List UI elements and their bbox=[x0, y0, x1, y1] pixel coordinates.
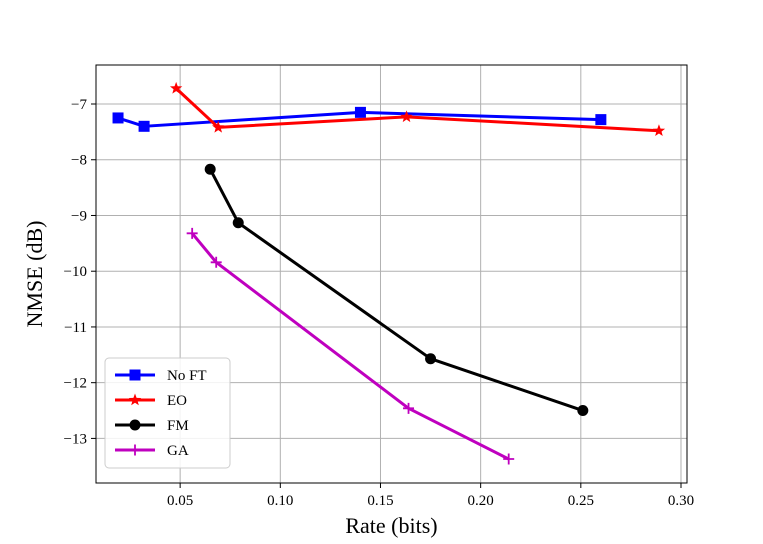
legend-box bbox=[104, 357, 231, 469]
data-point-eo bbox=[169, 81, 183, 94]
data-point-eo bbox=[400, 110, 413, 123]
series-ga bbox=[186, 227, 515, 465]
legend-label-fm: FM bbox=[167, 418, 189, 434]
x-tick-label: 0.10 bbox=[267, 493, 293, 509]
x-tick-label: 0.25 bbox=[568, 493, 594, 509]
data-point-ga bbox=[210, 256, 222, 268]
legend-label-eo: EO bbox=[167, 393, 187, 409]
data-point-no-ft bbox=[595, 114, 607, 126]
series-no-ft bbox=[112, 106, 607, 132]
data-point-no-ft bbox=[112, 112, 124, 124]
data-point-eo bbox=[212, 120, 225, 133]
series-eo bbox=[169, 81, 666, 137]
data-point-fm bbox=[577, 405, 589, 417]
data-point-no-ft bbox=[138, 120, 150, 132]
data-point-eo bbox=[652, 124, 666, 137]
legend-marker-no-ft bbox=[129, 369, 141, 381]
legend-label-ga: GA bbox=[167, 443, 189, 459]
series-layer bbox=[112, 81, 666, 465]
y-tick-label: −8 bbox=[71, 153, 87, 169]
y-axis-label: NMSE (dB) bbox=[22, 221, 47, 328]
y-tick-label: −11 bbox=[64, 320, 87, 336]
data-point-ga bbox=[186, 227, 198, 239]
series-line-eo bbox=[175, 87, 660, 133]
ticks: 0.05 0.10 0.15 0.20 0.25 0.30 −13 −12 −11 −10 −9 −8… bbox=[64, 97, 695, 509]
y-tick-label: −7 bbox=[71, 97, 87, 113]
legend: No FT EO FM GA bbox=[104, 357, 231, 469]
series-line-ga bbox=[191, 232, 510, 461]
legend-label-no-ft: No FT bbox=[167, 368, 207, 384]
plot-frame bbox=[95, 64, 688, 484]
data-point-fm bbox=[232, 217, 244, 229]
legend-marker-eo bbox=[128, 393, 142, 406]
x-tick-label: 0.20 bbox=[468, 493, 494, 509]
data-point-ga bbox=[403, 402, 415, 414]
legend-item-eo: EO bbox=[115, 393, 187, 409]
x-tick-label: 0.30 bbox=[668, 493, 694, 509]
y-tick-label: −10 bbox=[64, 264, 87, 280]
data-point-no-ft bbox=[354, 106, 366, 118]
data-point-fm bbox=[204, 163, 216, 175]
series-line-no-ft bbox=[117, 110, 601, 128]
series-fm bbox=[204, 163, 589, 417]
y-tick-label: −12 bbox=[64, 376, 87, 392]
x-tick-label: 0.15 bbox=[367, 493, 393, 509]
x-axis-label: Rate (bits) bbox=[345, 513, 437, 538]
legend-item-ga: GA bbox=[115, 443, 189, 459]
legend-marker-ga bbox=[129, 444, 141, 456]
y-tick-label: −9 bbox=[71, 208, 87, 224]
series-line-fm bbox=[208, 168, 584, 412]
legend-marker-fm bbox=[129, 419, 141, 431]
data-point-fm bbox=[425, 353, 437, 365]
data-point-ga bbox=[503, 453, 515, 465]
legend-item-fm: FM bbox=[115, 418, 189, 434]
legend-item-no-ft: No FT bbox=[115, 368, 207, 384]
x-tick-label: 0.05 bbox=[167, 493, 193, 509]
y-tick-label: −13 bbox=[64, 431, 87, 447]
